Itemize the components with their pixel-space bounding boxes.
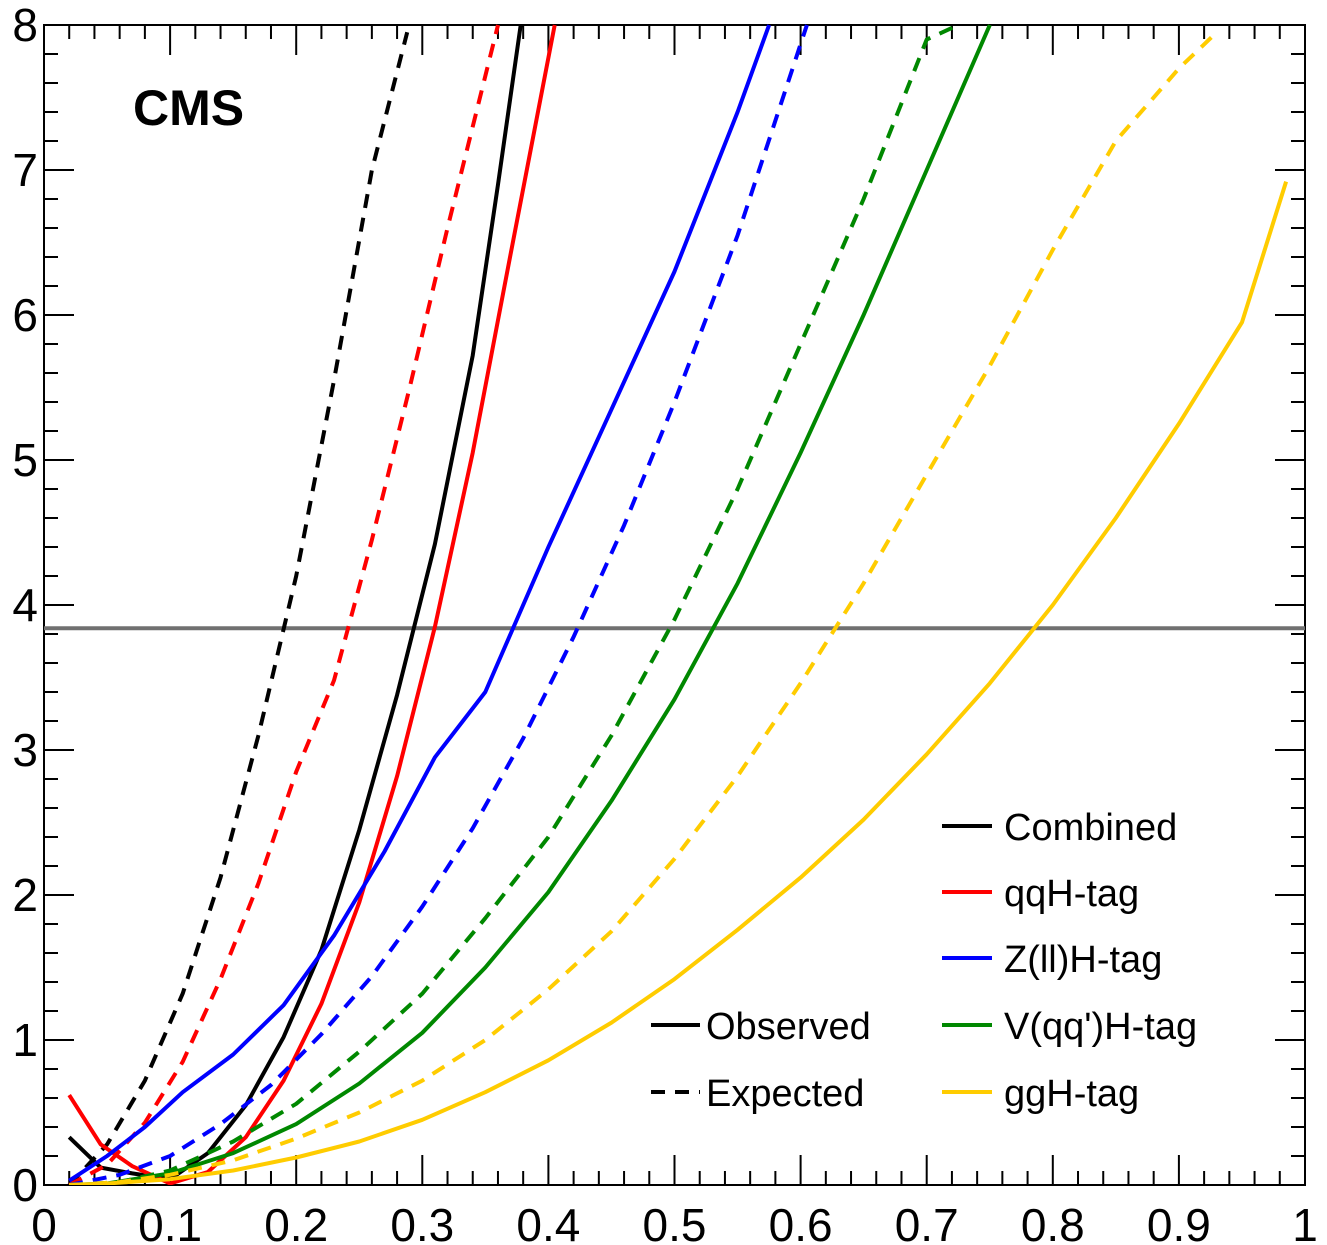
legend-label: V(qq')H-tag xyxy=(1004,1006,1197,1048)
x-tick-label: 0.7 xyxy=(895,1199,959,1245)
series-line-ggh-tag-observed xyxy=(69,181,1289,1185)
experiment-label: CMS xyxy=(133,80,244,136)
x-tick-label: 0.1 xyxy=(138,1199,202,1245)
x-tick-label: 0 xyxy=(31,1199,57,1245)
x-tick-label: 0.6 xyxy=(769,1199,833,1245)
frame-and-ticks xyxy=(43,24,1306,1186)
series-layer xyxy=(67,23,1289,1185)
x-tick-label: 0.5 xyxy=(643,1199,707,1245)
x-tick-label: 0.3 xyxy=(390,1199,454,1245)
series-line-v-qq-h-tag-observed xyxy=(69,24,992,1185)
series-line-qqh-tag-observed xyxy=(67,24,557,1185)
x-tick-label: 0.9 xyxy=(1147,1199,1211,1245)
series-line-v-qq-h-tag-expected xyxy=(69,23,960,1185)
tick-label-layer: 0 0.1 0.2 0.3 0.4 0.5 0.6 0.7 0.8 0.9 1 0 1 2 3 4 5 6 7 8 xyxy=(12,0,1317,1245)
legend-label: Z(ll)H-tag xyxy=(1004,939,1162,981)
legend-style-label: Expected xyxy=(706,1073,864,1115)
series-line-ggh-tag-expected xyxy=(69,30,1219,1185)
x-tick-label: 0.8 xyxy=(1021,1199,1085,1245)
y-tick-label: 7 xyxy=(12,144,38,196)
legend: Combined qqH-tag Z(ll)H-tag V(qq')H-tag ggH-… xyxy=(651,807,1197,1115)
y-tick-label: 1 xyxy=(12,1014,38,1066)
x-tick-label: 0.2 xyxy=(264,1199,328,1245)
x-tick-label: 1 xyxy=(1292,1199,1318,1245)
series-line-z-ll-h-tag-expected xyxy=(68,24,809,1185)
legend-label: ggH-tag xyxy=(1004,1073,1139,1115)
x-tick-label: 0.4 xyxy=(516,1199,580,1245)
y-tick-label: 6 xyxy=(12,289,38,341)
y-tick-label: 8 xyxy=(12,0,38,51)
y-tick-label: 3 xyxy=(12,724,38,776)
series-line-combined-observed xyxy=(67,24,523,1182)
series-line-qqh-tag-expected xyxy=(68,24,500,1185)
series-line-z-ll-h-tag-observed xyxy=(68,24,771,1183)
legend-label: Combined xyxy=(1004,807,1177,849)
y-tick-label: 2 xyxy=(12,869,38,921)
legend-label: qqH-tag xyxy=(1004,873,1139,915)
legend-style-label: Observed xyxy=(706,1006,871,1048)
y-tick-label: 4 xyxy=(12,579,38,631)
y-tick-label: 0 xyxy=(12,1159,38,1211)
y-tick-label: 5 xyxy=(12,434,38,486)
series-line-combined-expected xyxy=(67,31,410,1185)
